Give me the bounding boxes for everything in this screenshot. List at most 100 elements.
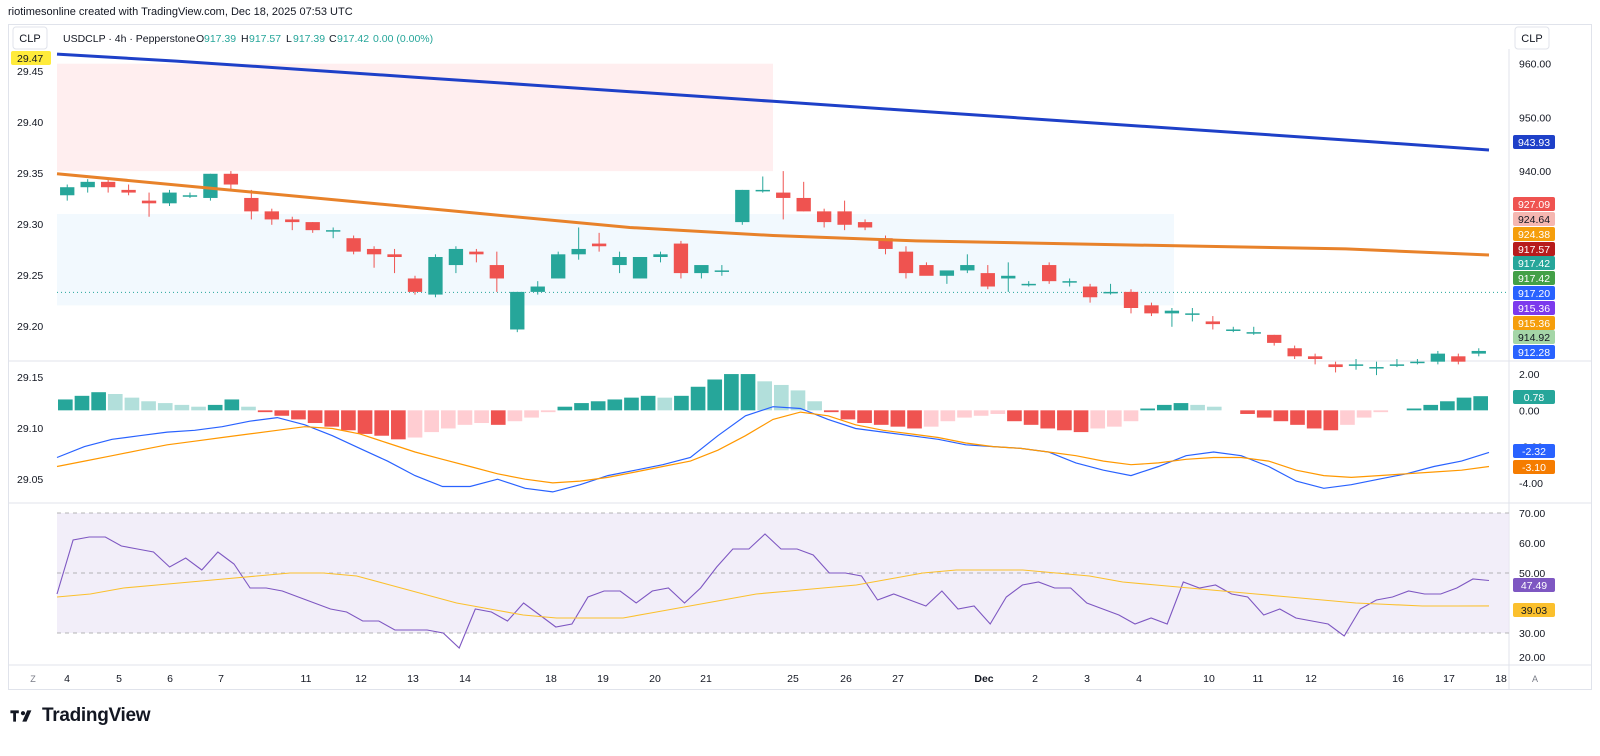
macd-badge: -2.32 [1513,444,1555,458]
price-badge-bg [1513,345,1555,359]
candle [837,200,852,231]
macd-histogram-bar [840,410,856,420]
macd-histogram-bar [907,410,922,429]
candle [510,291,525,333]
candle-body [837,211,852,225]
candle-body [428,257,443,295]
right-axis-tick: 940.00 [1519,166,1551,178]
macd-histogram-bar [1273,410,1289,422]
candle [346,235,361,255]
macd-histogram-bar [1423,404,1439,411]
candle-body [694,265,709,274]
left-axis-badge-text: 29.47 [17,53,43,65]
candle [264,208,279,225]
time-axis-label: 3 [1084,673,1090,685]
candle [755,176,770,193]
macd-histogram-bar [191,406,206,411]
time-axis-label: 25 [787,673,799,685]
macd-histogram-bar [207,404,223,411]
candle-body [1287,348,1302,357]
macd-histogram-bar [1107,410,1122,427]
candle-body [898,251,914,274]
macd-badge-bg [1513,390,1555,404]
symbol-label[interactable]: USDCLP · 4h · Pepperstone [63,33,195,45]
time-axis-label: 11 [301,673,312,685]
candle-body [305,222,320,231]
trading-chart[interactable]: CLP USDCLP · 4h · Pepperstone O 917.39 H… [9,25,1591,689]
macd-histogram-bar [274,410,290,416]
candle [1471,348,1486,357]
macd-histogram-bar [823,410,839,413]
currency-right-box[interactable] [1514,26,1550,50]
candle [100,179,116,193]
candle-body [1021,283,1036,286]
candle-body [878,238,893,249]
macd-histogram-bar [1206,406,1222,411]
macd-histogram-bar [1406,408,1422,411]
macd-histogram-bar [873,410,889,425]
rsi-ma-line [56,569,1490,619]
macd-histogram-bar [990,410,1006,414]
rsi-badge-bg [1513,578,1555,592]
macd-histogram-bar [1323,410,1339,431]
price-badge-bg [1513,271,1555,285]
rsi-badge: 39.03 [1513,603,1555,617]
price-badge-text: 924.38 [1518,229,1550,241]
price-badge-bg [1513,330,1555,344]
time-axis-label: 17 [1443,673,1455,685]
price-badge-bg [1513,212,1555,226]
tradingview-wordmark: TradingView [42,705,151,726]
left-axis-tick: 29.45 [17,66,43,78]
candle-body [755,189,770,192]
left-axis-tick: 29.05 [17,474,43,486]
candle-body [100,181,116,188]
candle-body [1246,332,1261,334]
macd-histogram-bar [574,403,589,411]
time-axis-label: 4 [64,673,70,685]
price-badge-bg [1513,227,1555,241]
candle-body [1185,313,1200,315]
macd-histogram-bar [440,410,456,429]
candle [121,184,136,196]
price-badge-text: 912.28 [1518,347,1550,359]
candle [776,171,791,220]
price-pane[interactable] [56,52,1509,376]
tradingview-brand[interactable]: TradingView [10,705,151,727]
macd-histogram-bar [1173,403,1189,411]
time-axis-label: 19 [597,673,609,685]
auto-scale-icon[interactable]: A [1532,674,1538,684]
high-value: 917.57 [249,33,281,45]
macd-histogram-bar [157,403,173,411]
candle-body [653,254,668,257]
chart-frame: CLP USDCLP · 4h · Pepperstone O 917.39 H… [8,24,1592,690]
macd-badge-text: -2.32 [1522,446,1546,458]
macd-histogram-bar [1256,410,1272,418]
candle-body [346,238,361,252]
candle-body [366,248,382,255]
candle [448,246,464,274]
macd-histogram-bar [174,404,190,411]
left-axis-tick: 29.15 [17,372,43,384]
price-badge: 917.20 [1513,286,1555,300]
macd-pane[interactable] [56,374,1490,493]
candle [694,265,709,279]
macd-histogram-bar [341,410,356,431]
candle-body [510,291,525,330]
time-zone-icon[interactable]: Z [30,674,36,684]
macd-histogram-bar [124,397,140,411]
currency-right[interactable]: CLP [1521,33,1542,45]
candle-body [1267,334,1282,343]
currency-left-box[interactable] [12,26,48,50]
candle [60,184,75,201]
time-axis[interactable]: Z A 4 5 6 7 11 12 13 14 18 19 20 21 25 26 27 Dec 2 3 4 10 11… [30,673,1538,685]
candle [1042,262,1057,284]
rsi-pane[interactable] [56,512,1509,649]
currency-left[interactable]: CLP [19,33,40,45]
time-axis-label: 10 [1203,673,1215,685]
candle-body [469,251,484,255]
macd-histogram-bar [707,379,723,411]
candle [469,248,484,263]
candle [1123,289,1139,314]
macd-histogram-bar [890,410,906,427]
macd-histogram-bar [1023,410,1039,425]
